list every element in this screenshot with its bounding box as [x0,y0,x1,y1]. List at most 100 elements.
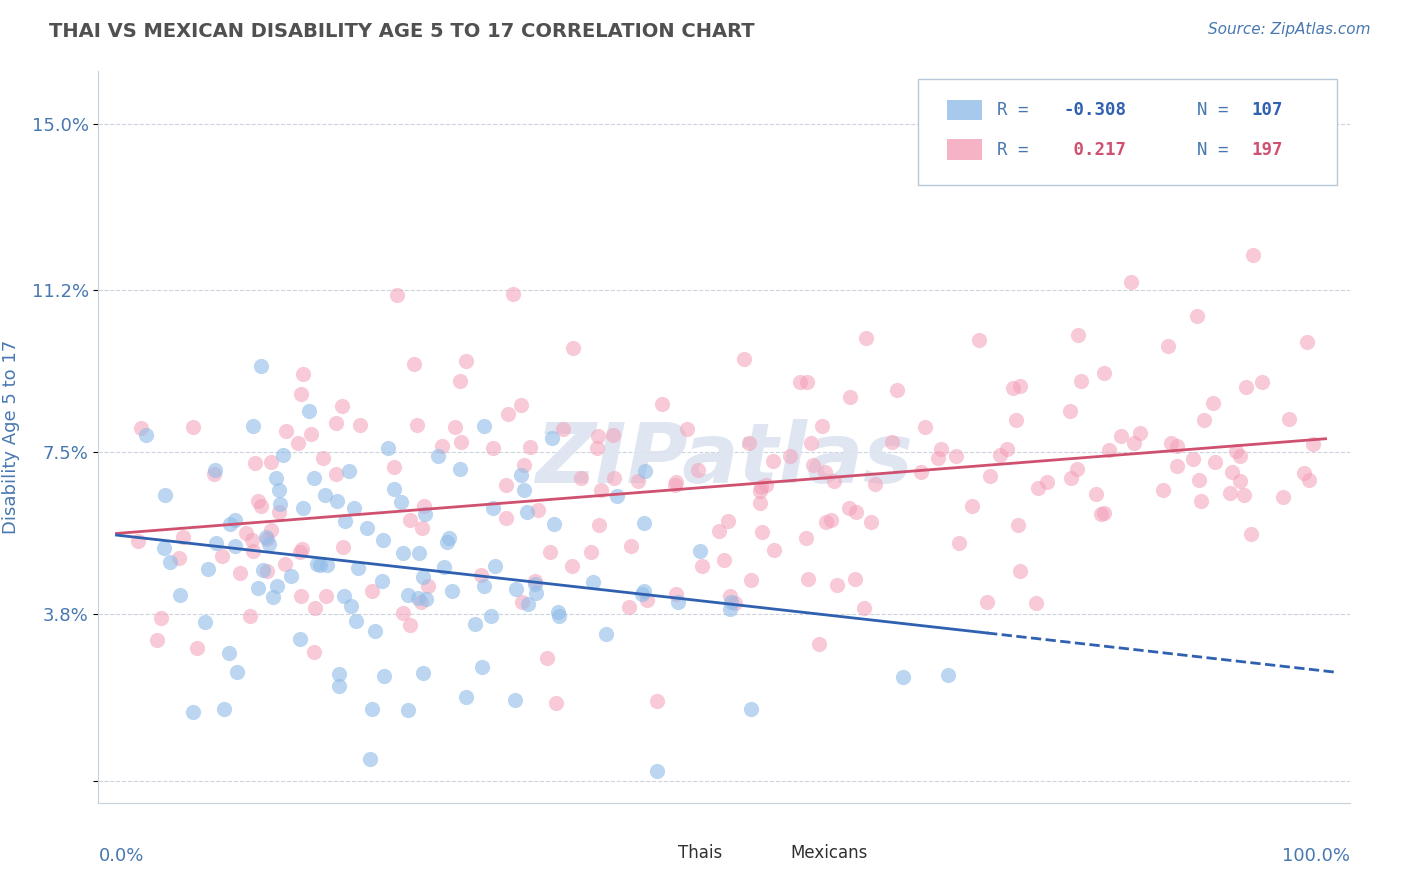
Point [135,428,157,442]
Point [1296,335,1319,350]
Point [1069,374,1091,388]
Text: 0.217: 0.217 [1063,141,1126,159]
Point [266,579,288,593]
Point [290,387,312,401]
Point [333,589,356,603]
Point [936,668,959,682]
Point [427,450,450,464]
Point [801,458,824,472]
Point [724,596,747,610]
Point [274,558,297,572]
Point [186,640,208,655]
Point [945,449,967,463]
Point [398,618,420,632]
Point [865,477,887,491]
Point [914,420,936,434]
Point [389,495,412,509]
Point [606,489,628,503]
Point [1192,413,1215,427]
Point [471,660,494,674]
Point [910,466,932,480]
Point [267,505,290,519]
Point [718,602,741,616]
Point [413,508,436,522]
Point [224,513,246,527]
Text: -0.308: -0.308 [1063,101,1126,120]
Point [382,459,405,474]
Point [1060,470,1083,484]
Point [651,397,673,411]
Point [392,546,415,560]
Text: Mexicans: Mexicans [790,844,868,862]
Point [302,471,325,485]
Point [433,559,456,574]
Point [246,493,269,508]
Text: Thais: Thais [678,844,723,862]
Point [1219,485,1241,500]
Point [524,576,547,591]
Point [382,482,405,496]
Point [779,449,801,463]
Point [1025,596,1047,610]
Point [260,523,283,537]
Point [510,399,533,413]
Point [205,536,228,550]
Point [444,420,467,434]
Point [202,467,225,482]
Point [1182,451,1205,466]
Point [181,420,204,434]
Point [436,534,458,549]
Point [527,502,550,516]
Point [242,544,264,558]
FancyBboxPatch shape [946,100,981,120]
Point [927,450,949,465]
Point [619,600,641,615]
FancyBboxPatch shape [755,845,783,861]
Point [536,651,558,665]
Text: N =: N = [1175,101,1239,120]
Point [588,518,610,533]
Point [510,595,533,609]
Point [1187,310,1209,324]
Point [510,467,533,482]
Point [1109,429,1132,443]
Point [484,558,506,573]
Point [246,581,269,595]
Point [1188,473,1211,487]
Point [312,451,335,466]
Point [430,438,453,452]
Point [627,475,650,489]
Point [415,591,437,606]
Point [472,419,495,434]
Point [288,545,311,559]
Point [343,500,366,515]
Point [666,595,689,609]
Point [408,546,430,560]
Point [1066,461,1088,475]
Point [1278,412,1301,426]
Point [339,599,361,614]
Point [333,514,356,528]
Point [647,764,669,778]
Point [620,539,643,553]
Point [517,598,540,612]
Point [1123,435,1146,450]
Point [631,587,654,601]
Point [551,422,574,436]
Point [291,541,314,556]
Point [1094,366,1116,380]
Point [1234,379,1257,393]
Point [409,595,432,609]
Point [544,696,567,710]
Point [482,441,505,455]
Point [153,488,176,502]
Point [1028,481,1050,495]
Point [325,416,347,430]
Point [235,525,257,540]
Point [815,516,838,530]
Point [472,579,495,593]
Point [344,615,367,629]
Text: 0.0%: 0.0% [98,847,143,864]
Point [181,706,204,720]
Point [153,541,176,556]
